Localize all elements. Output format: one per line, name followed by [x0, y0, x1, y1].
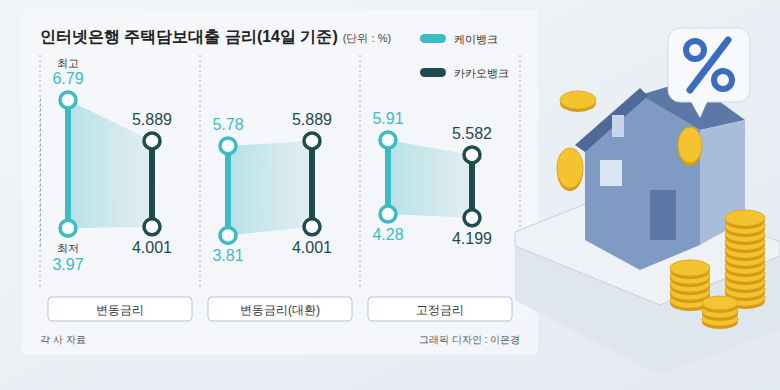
- separator: [200, 55, 201, 288]
- legend-label: 카카오뱅크: [454, 67, 509, 79]
- percent-bubble: [668, 28, 750, 102]
- range-bar: [309, 141, 315, 227]
- subtitle: (단위 : %): [343, 32, 391, 44]
- data-label: 4.28: [372, 226, 403, 243]
- range-band: [228, 141, 312, 236]
- title: 인터넷은행 주택담보대출 금리(14일 기준): [40, 28, 338, 45]
- coin: [702, 296, 738, 310]
- coin: [560, 91, 596, 109]
- percent-icon: [686, 41, 704, 59]
- data-label: 4.001: [132, 239, 172, 256]
- plot-area: [60, 92, 480, 243]
- separator: [360, 55, 361, 288]
- house-chimney: [612, 115, 624, 137]
- legend-marker: [420, 34, 446, 43]
- high-point: [304, 133, 320, 149]
- legend-marker: [420, 68, 446, 77]
- category-box: [48, 297, 192, 321]
- data-label: 3.97: [52, 256, 83, 273]
- house-window: [600, 160, 622, 186]
- house-door: [650, 190, 676, 240]
- y-axis: [40, 96, 41, 246]
- data-label: 4.001: [292, 239, 332, 256]
- y-axis-line: [40, 96, 41, 246]
- data-label: 6.79: [52, 70, 83, 87]
- tick-label: 변동금리(대환): [240, 303, 320, 317]
- legend: 케이뱅크카카오뱅크: [420, 33, 509, 79]
- chart: 인터넷은행 주택담보대출 금리(14일 기준) (단위 : %) 최고최저 6.79 3…: [0, 0, 780, 390]
- separator: [40, 55, 41, 288]
- coin: [725, 210, 765, 226]
- range-band: [388, 140, 472, 218]
- data-label: 5.582: [452, 125, 492, 142]
- annotation: 최고: [57, 57, 79, 69]
- tick-label: 변동금리: [96, 303, 144, 317]
- data-label: 5.91: [372, 110, 403, 127]
- coin: [678, 127, 702, 163]
- range-bar: [149, 141, 155, 227]
- high-point: [144, 133, 160, 149]
- panel: [22, 10, 538, 355]
- high-point: [464, 147, 480, 163]
- labels: 최고최저 6.79 3.97 5.78 3.81 5.91 4.28 5.889 4.001 5.…: [52, 57, 492, 273]
- coin: [557, 148, 583, 188]
- high-point: [380, 132, 396, 148]
- data-label: 4.199: [452, 230, 492, 247]
- legend-label: 케이뱅크: [454, 33, 498, 45]
- x-axis: 변동금리 변동금리(대환) 고정금리: [48, 297, 512, 321]
- data-label: 3.81: [212, 247, 243, 264]
- range-bar: [65, 100, 71, 228]
- range-bar: [385, 140, 391, 214]
- low-point: [220, 227, 236, 243]
- coin: [670, 260, 710, 276]
- bubble-tail: [690, 100, 708, 118]
- high-point: [60, 92, 76, 108]
- low-point: [380, 206, 396, 222]
- credit: 그래픽 디자인 : 이은경: [419, 334, 520, 345]
- data-label: 5.889: [132, 111, 172, 128]
- annotation: 최저: [57, 242, 79, 254]
- illustration: [515, 28, 780, 375]
- percent-icon: [690, 40, 728, 90]
- tick-label: 고정금리: [416, 303, 464, 317]
- category-box: [208, 297, 352, 321]
- low-point: [144, 219, 160, 235]
- low-point: [464, 210, 480, 226]
- category-box: [368, 297, 512, 321]
- range-bar: [225, 146, 231, 236]
- low-point: [60, 220, 76, 236]
- background: [0, 0, 780, 390]
- data-label: 5.78: [212, 116, 243, 133]
- high-point: [220, 138, 236, 154]
- data-label: 5.889: [292, 111, 332, 128]
- low-point: [304, 219, 320, 235]
- source: 각 사 자료: [40, 334, 86, 345]
- percent-icon: [714, 71, 732, 89]
